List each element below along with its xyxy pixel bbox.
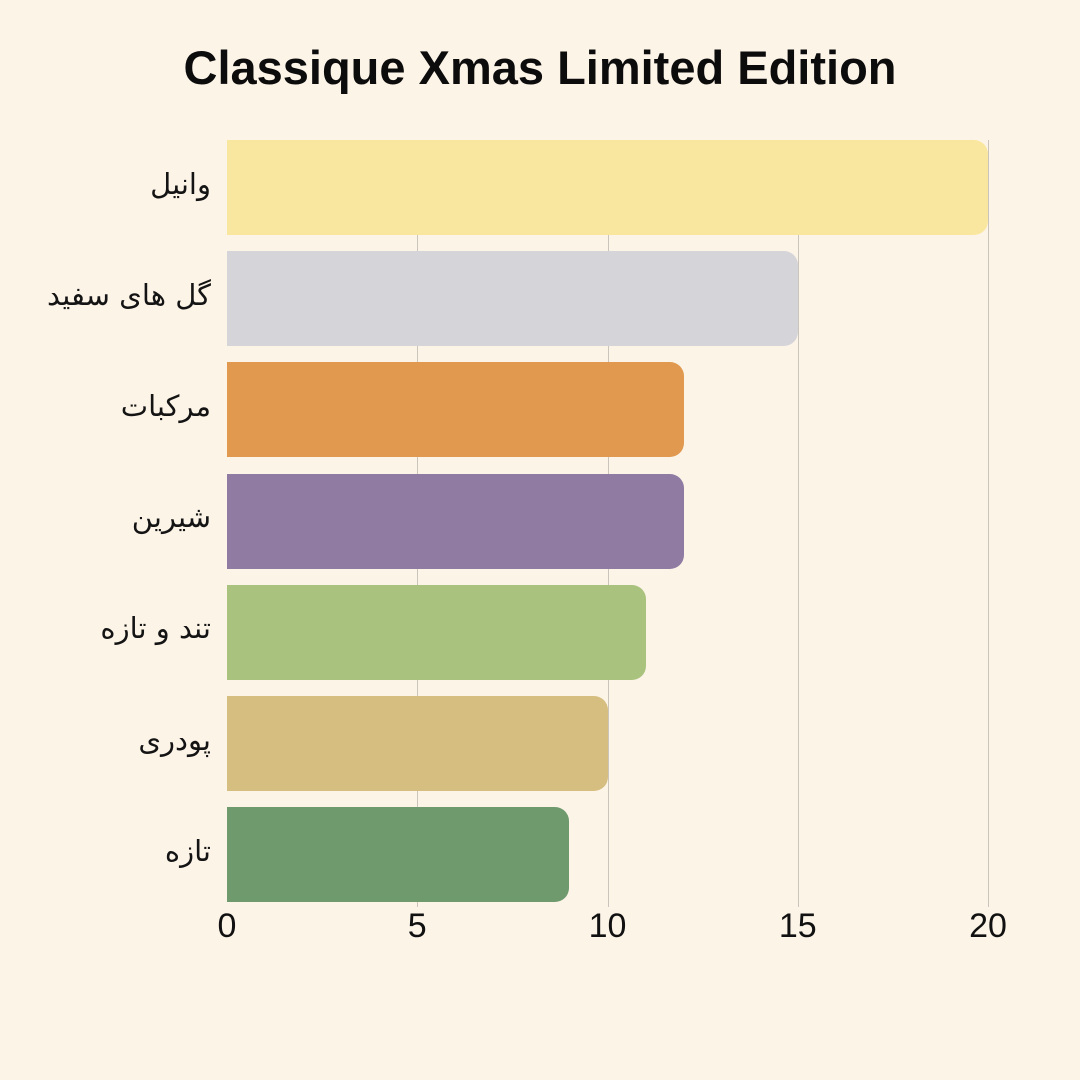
- bar-label: گل های سفید: [47, 278, 211, 312]
- x-tick-label: 5: [407, 907, 427, 945]
- gridline: [988, 140, 989, 907]
- x-tick-label: 10: [588, 907, 627, 945]
- bar-label: مرکبات: [120, 389, 211, 423]
- bar: [227, 807, 569, 902]
- x-tick-label: 0: [217, 907, 237, 945]
- bar-label: وانیل: [150, 167, 211, 201]
- bar: [227, 585, 646, 680]
- bar: [227, 362, 684, 457]
- gridline: [797, 140, 799, 907]
- bar: [227, 140, 988, 235]
- x-tick-label: 15: [778, 907, 817, 945]
- bar: [227, 474, 684, 569]
- bars-layer: [227, 140, 1042, 902]
- bar: [227, 696, 608, 791]
- y-axis-labels: وانیل گل های سفید مرکبات شیرین تند و تازه پود…: [0, 140, 211, 902]
- bar-label: تند و تازه: [100, 611, 211, 645]
- x-tick-label: 20: [969, 907, 1007, 945]
- chart-title: Classique Xmas Limited Edition: [183, 41, 897, 94]
- bar-label: پودری: [138, 723, 211, 757]
- bar-label: تازه: [164, 834, 211, 868]
- plot-area: [227, 140, 1042, 907]
- bar-label: شیرین: [131, 500, 211, 534]
- x-axis: 0 5 10 15 20: [218, 907, 1042, 957]
- bar: [227, 251, 798, 346]
